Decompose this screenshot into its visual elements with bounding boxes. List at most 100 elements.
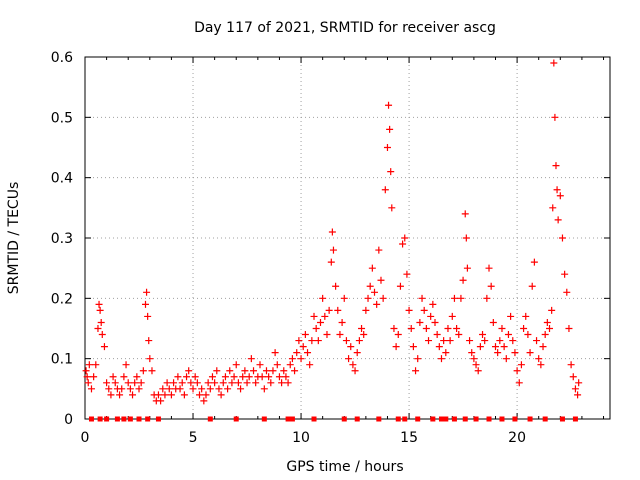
data-point [548, 306, 556, 314]
zero-marker [462, 416, 468, 422]
data-point [494, 349, 502, 357]
data-point [364, 294, 372, 302]
data-point [297, 355, 305, 363]
data-point [394, 331, 402, 339]
data-point [312, 325, 320, 332]
data-point [420, 306, 428, 314]
data-point [334, 306, 342, 314]
data-point [301, 331, 309, 339]
zero-marker [121, 416, 127, 422]
data-point [399, 240, 407, 248]
data-point [379, 294, 387, 302]
data-point [392, 343, 400, 351]
data-point [167, 391, 175, 399]
data-point [474, 367, 482, 375]
data-point [345, 355, 353, 363]
data-point [472, 361, 480, 369]
data-point [360, 331, 368, 339]
zero-marker [127, 416, 133, 422]
data-point [157, 397, 165, 405]
zero-marker [104, 416, 110, 422]
data-point [202, 391, 210, 399]
data-point [85, 361, 93, 369]
data-point [546, 325, 554, 332]
data-point [237, 385, 245, 393]
data-point [328, 228, 336, 236]
x-tick-label: 10 [292, 430, 310, 446]
data-point [217, 391, 225, 399]
data-point [131, 379, 139, 387]
data-point [83, 373, 91, 381]
data-point [183, 373, 191, 381]
data-point [310, 312, 318, 320]
data-point [409, 343, 417, 351]
zero-marker [473, 416, 479, 422]
data-point [502, 355, 510, 363]
data-point [383, 144, 391, 151]
data-point [163, 379, 171, 387]
data-point [551, 113, 559, 121]
y-axis-title: SRMTID / TECUs [6, 182, 22, 295]
x-tick-label: 20 [508, 430, 526, 446]
data-point [176, 385, 184, 393]
data-point [463, 264, 471, 272]
data-point [105, 385, 113, 393]
data-point [107, 391, 115, 399]
data-point [321, 312, 329, 320]
data-point [368, 264, 376, 272]
data-point [396, 282, 404, 290]
zero-marker [376, 416, 382, 422]
data-point [286, 361, 294, 369]
zero-marker [311, 416, 317, 422]
data-point [498, 325, 506, 332]
zero-marker [341, 416, 347, 422]
data-point [403, 270, 411, 278]
grid-lines [85, 57, 610, 419]
data-point [459, 276, 467, 284]
zero-marker [88, 416, 94, 422]
data-point [561, 270, 569, 278]
data-point [262, 367, 270, 375]
data-point [226, 367, 234, 375]
data-point [126, 385, 134, 393]
data-point [118, 385, 126, 393]
data-point [444, 325, 452, 332]
data-point [120, 373, 128, 381]
zero-marker [572, 416, 578, 422]
data-point [366, 282, 374, 290]
data-point [304, 349, 312, 357]
data-point [431, 318, 439, 326]
data-point [241, 367, 249, 375]
data-point [314, 337, 322, 345]
data-point [291, 367, 299, 375]
data-point [239, 373, 247, 381]
data-point [327, 258, 335, 266]
data-point [520, 325, 528, 332]
data-point [338, 318, 346, 326]
zero-marker [155, 416, 161, 422]
data-point [407, 325, 415, 332]
data-point [219, 379, 227, 387]
data-point [535, 355, 543, 363]
data-point [387, 168, 395, 176]
data-point [437, 355, 445, 363]
x-tick-label: 5 [189, 430, 198, 446]
data-point [146, 355, 154, 363]
data-point [180, 391, 188, 399]
data-point [191, 373, 199, 381]
data-point [288, 355, 296, 363]
data-point [355, 337, 363, 345]
data-point [90, 373, 98, 381]
data-point [103, 379, 111, 387]
data-point [95, 300, 103, 308]
data-point [154, 391, 162, 399]
data-point [401, 234, 409, 242]
data-point [135, 385, 143, 393]
data-point [446, 337, 454, 345]
data-point [329, 246, 337, 254]
zero-marker [285, 416, 291, 422]
zero-marker [207, 416, 213, 422]
data-point [462, 234, 470, 242]
data-point [528, 282, 536, 290]
